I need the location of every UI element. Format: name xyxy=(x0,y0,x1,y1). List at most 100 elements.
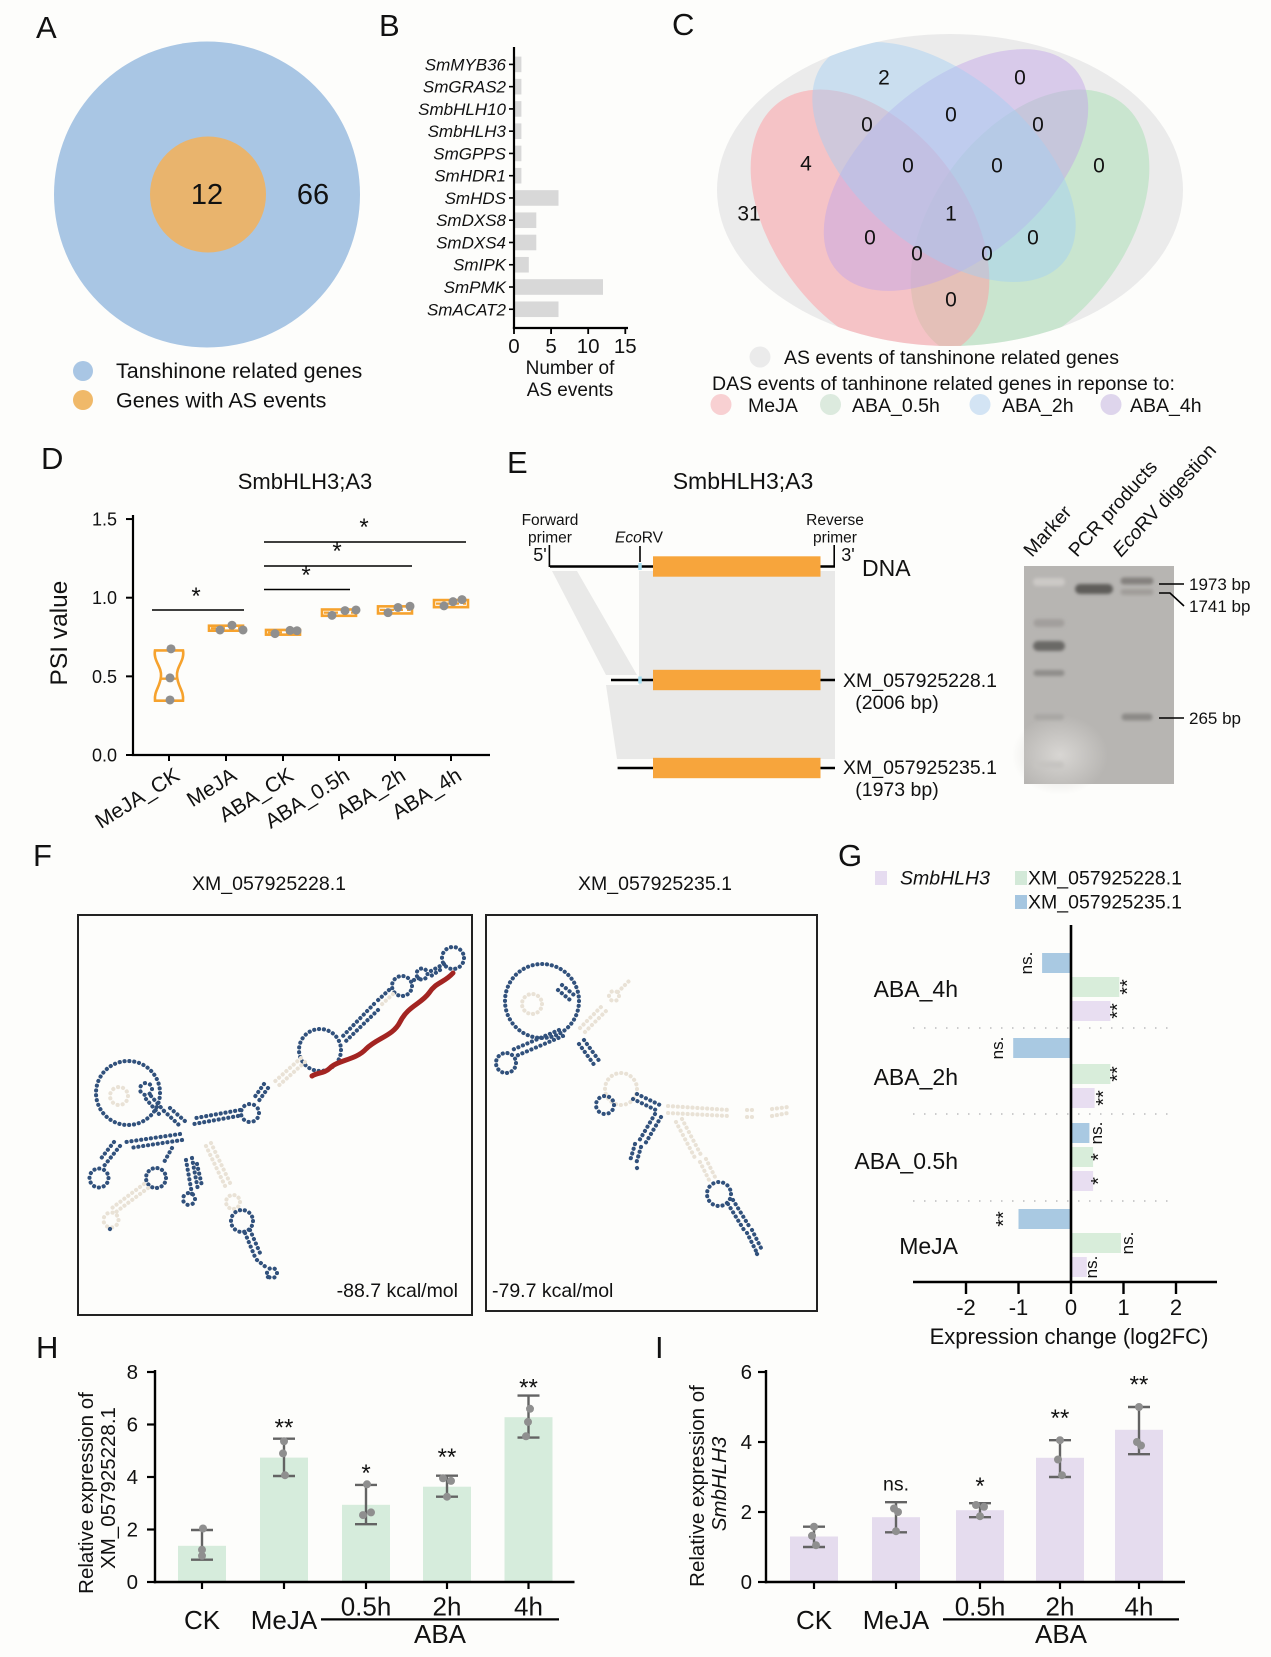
svg-text:ABA_4h: ABA_4h xyxy=(1130,395,1202,417)
svg-text:4h: 4h xyxy=(1125,1592,1154,1622)
svg-text:SmbHLH3;A3: SmbHLH3;A3 xyxy=(673,468,814,494)
svg-text:Expression change (log2FC): Expression change (log2FC) xyxy=(930,1324,1209,1349)
svg-text:1741 bp: 1741 bp xyxy=(1189,597,1250,616)
svg-text:ABA_0.5h: ABA_0.5h xyxy=(852,395,940,417)
svg-text:SmGPPS: SmGPPS xyxy=(433,144,506,163)
svg-text:15: 15 xyxy=(614,335,637,358)
svg-text:MeJA: MeJA xyxy=(863,1605,930,1635)
svg-text:1: 1 xyxy=(945,203,957,226)
svg-text:ns.: ns. xyxy=(1087,1122,1106,1145)
svg-text:0: 0 xyxy=(864,227,876,250)
svg-text:0: 0 xyxy=(1027,227,1039,250)
svg-text:66: 66 xyxy=(297,179,329,211)
svg-text:0: 0 xyxy=(1032,114,1044,137)
svg-text:1: 1 xyxy=(1117,1295,1129,1320)
svg-text:5': 5' xyxy=(533,545,546,565)
svg-text:XM_057925235.1: XM_057925235.1 xyxy=(1028,892,1182,914)
svg-text:AS events: AS events xyxy=(527,380,614,401)
svg-text:H: H xyxy=(36,1330,58,1365)
svg-text:ABA_4h: ABA_4h xyxy=(874,976,958,1002)
svg-text:SmDXS4: SmDXS4 xyxy=(436,233,506,252)
svg-text:XM_057925228.1: XM_057925228.1 xyxy=(843,670,997,692)
svg-text:ns.: ns. xyxy=(1082,1256,1101,1279)
svg-text:2: 2 xyxy=(878,67,890,90)
svg-text:SmIPK: SmIPK xyxy=(453,256,507,275)
svg-text:Reverse: Reverse xyxy=(806,512,864,529)
svg-text:**: ** xyxy=(1093,1090,1115,1106)
svg-text:Marker: Marker xyxy=(1019,501,1076,561)
svg-text:(2006 bp): (2006 bp) xyxy=(855,692,938,714)
svg-text:-88.7 kcal/mol: -88.7 kcal/mol xyxy=(337,1280,458,1302)
svg-text:PSI value: PSI value xyxy=(46,581,73,686)
svg-text:XM_057925228.1: XM_057925228.1 xyxy=(97,1407,120,1569)
svg-text:ns.: ns. xyxy=(1017,952,1036,975)
svg-text:0: 0 xyxy=(902,155,914,178)
svg-text:0: 0 xyxy=(945,289,957,312)
svg-text:primer: primer xyxy=(528,530,572,547)
svg-text:1.5: 1.5 xyxy=(92,510,117,530)
svg-text:0: 0 xyxy=(1065,1295,1077,1320)
svg-text:C: C xyxy=(672,7,694,42)
svg-text:SmbHLH3: SmbHLH3 xyxy=(708,1436,731,1531)
svg-text:primer: primer xyxy=(813,530,857,547)
svg-text:2: 2 xyxy=(127,1519,138,1542)
svg-text:B: B xyxy=(379,8,400,43)
svg-text:**: ** xyxy=(1117,979,1139,995)
svg-text:0: 0 xyxy=(911,243,923,266)
svg-text:6: 6 xyxy=(127,1414,138,1437)
svg-text:(1973 bp): (1973 bp) xyxy=(855,779,938,801)
svg-text:**: ** xyxy=(1130,1371,1149,1398)
svg-text:2h: 2h xyxy=(1046,1592,1075,1622)
svg-text:**: ** xyxy=(519,1375,538,1402)
svg-text:*: * xyxy=(191,583,200,610)
svg-text:0: 0 xyxy=(945,104,957,127)
svg-text:CK: CK xyxy=(796,1605,833,1635)
svg-text:SmbHLH3;A3: SmbHLH3;A3 xyxy=(238,469,373,494)
svg-text:-79.7 kcal/mol: -79.7 kcal/mol xyxy=(492,1280,613,1302)
svg-text:5: 5 xyxy=(545,335,556,358)
svg-text:I: I xyxy=(655,1330,664,1365)
svg-text:8: 8 xyxy=(127,1361,138,1384)
svg-text:MeJA: MeJA xyxy=(748,395,798,417)
svg-text:*: * xyxy=(1088,1153,1110,1161)
svg-text:**: ** xyxy=(275,1415,294,1442)
svg-text:**: ** xyxy=(993,1211,1015,1227)
svg-text:SmGRAS2: SmGRAS2 xyxy=(423,78,507,97)
svg-text:SmbHLH3: SmbHLH3 xyxy=(428,122,507,141)
svg-text:A: A xyxy=(36,10,57,45)
svg-text:12: 12 xyxy=(191,179,223,211)
svg-text:ns.: ns. xyxy=(988,1037,1007,1060)
svg-text:*: * xyxy=(975,1473,984,1500)
svg-text:SmbHLH3: SmbHLH3 xyxy=(900,868,990,890)
svg-text:-2: -2 xyxy=(956,1295,976,1320)
svg-text:**: ** xyxy=(438,1444,457,1471)
svg-text:DNA: DNA xyxy=(862,555,911,581)
svg-text:*: * xyxy=(1088,1177,1110,1185)
svg-text:6: 6 xyxy=(741,1361,752,1384)
svg-text:G: G xyxy=(838,838,862,873)
svg-text:MeJA: MeJA xyxy=(899,1233,958,1259)
svg-text:MeJA: MeJA xyxy=(251,1605,318,1635)
svg-text:EcoRV: EcoRV xyxy=(615,530,664,547)
svg-text:0.0: 0.0 xyxy=(92,746,117,766)
svg-text:SmHDS: SmHDS xyxy=(445,189,507,208)
svg-text:XM_057925228.1: XM_057925228.1 xyxy=(1028,868,1182,890)
svg-text:4: 4 xyxy=(741,1431,752,1454)
svg-text:*: * xyxy=(359,514,368,541)
svg-text:Tanshinone related genes: Tanshinone related genes xyxy=(116,359,362,383)
svg-text:0: 0 xyxy=(981,243,993,266)
svg-text:ns.: ns. xyxy=(883,1473,909,1495)
svg-text:SmACAT2: SmACAT2 xyxy=(427,300,507,319)
svg-text:E: E xyxy=(507,445,528,480)
svg-text:2: 2 xyxy=(1170,1295,1182,1320)
svg-text:3': 3' xyxy=(841,545,854,565)
svg-text:*: * xyxy=(361,1460,370,1487)
svg-text:0.5h: 0.5h xyxy=(955,1592,1006,1622)
svg-text:0.5h: 0.5h xyxy=(341,1592,392,1622)
svg-text:31: 31 xyxy=(737,203,760,226)
svg-text:0.5: 0.5 xyxy=(92,667,117,687)
svg-text:ABA_2h: ABA_2h xyxy=(874,1064,958,1090)
svg-text:Relative expression of: Relative expression of xyxy=(75,1392,98,1594)
svg-text:4: 4 xyxy=(127,1466,138,1489)
svg-text:AS events of tanshinone relate: AS events of tanshinone related genes xyxy=(784,347,1119,369)
